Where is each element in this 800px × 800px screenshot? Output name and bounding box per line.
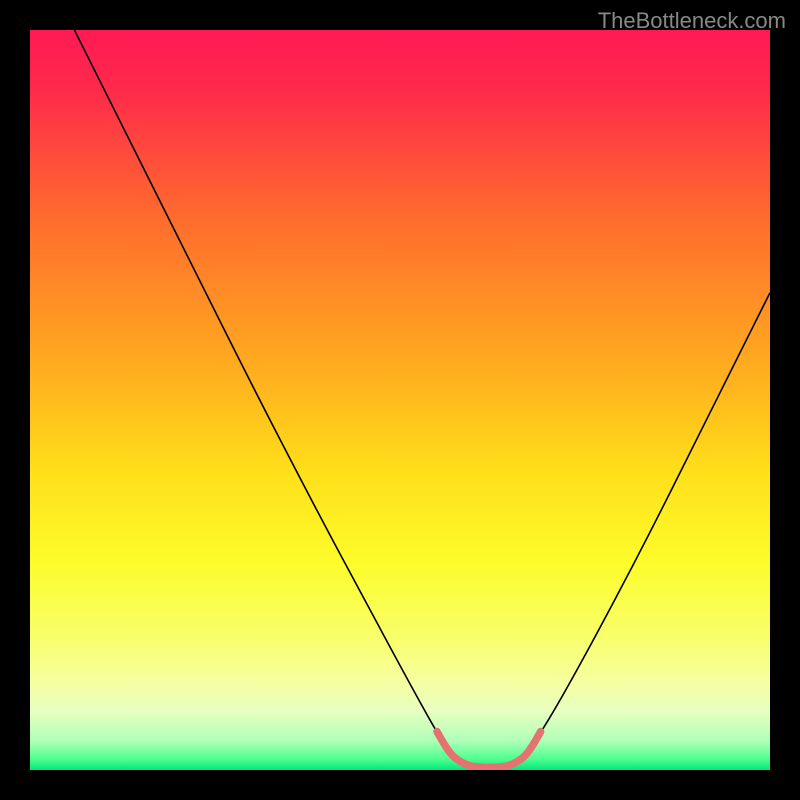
chart-svg [30,30,770,770]
watermark-text: TheBottleneck.com [598,8,786,34]
chart-background [30,30,770,770]
chart-plot-area [30,30,770,770]
